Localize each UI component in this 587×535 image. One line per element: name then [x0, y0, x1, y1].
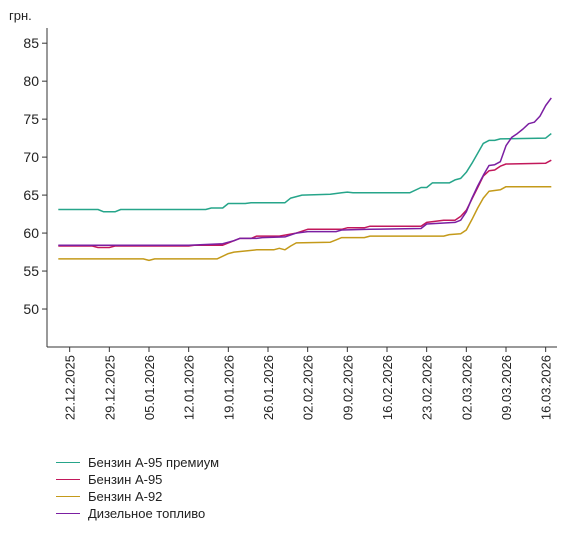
- legend-label: Бензин А-95 премиум: [88, 455, 220, 470]
- series-line-2: [58, 159, 552, 249]
- y-tick-label: 80: [23, 73, 39, 89]
- legend-swatch: [56, 479, 80, 480]
- series-line-4: [58, 97, 552, 246]
- series-line-1: [58, 133, 552, 213]
- legend-label: Бензин А-92: [88, 489, 163, 504]
- series-line-3: [58, 185, 552, 262]
- y-tick-label: 65: [23, 187, 39, 203]
- legend-swatch: [56, 462, 80, 463]
- legend-swatch: [56, 496, 80, 497]
- legend-label: Бензин А-95: [88, 472, 163, 487]
- x-tick-label: 16.02.2026: [380, 355, 395, 420]
- legend-item: Бензин А-95: [56, 471, 219, 488]
- y-axis-label: грн.: [9, 8, 32, 23]
- y-tick-label: 50: [23, 301, 39, 317]
- legend-item: Бензин А-92: [56, 488, 219, 505]
- legend-item: Дизельное топливо: [56, 505, 219, 522]
- x-tick-label: 23.02.2026: [420, 355, 435, 420]
- x-tick-label: 29.12.2025: [102, 355, 117, 420]
- legend-label: Дизельное топливо: [88, 506, 206, 521]
- legend-item: Бензин А-95 премиум: [56, 454, 219, 471]
- x-tick-label: 02.02.2026: [301, 355, 316, 420]
- legend: Бензин А-95 премиум Бензин А-95 Бензин А-9…: [56, 454, 219, 522]
- x-tick-label: 26.01.2026: [261, 355, 276, 420]
- y-tick-label: 60: [23, 225, 39, 241]
- legend-swatch: [56, 513, 80, 514]
- x-tick-label: 12.01.2026: [182, 355, 197, 420]
- x-tick-label: 22.12.2025: [63, 355, 78, 420]
- x-tick-label: 09.02.2026: [340, 355, 355, 420]
- x-tick-label: 16.03.2026: [539, 355, 554, 420]
- y-tick-label: 70: [23, 149, 39, 165]
- x-tick-label: 19.01.2026: [221, 355, 236, 420]
- x-tick-label: 05.01.2026: [142, 355, 157, 420]
- x-tick-label: 09.03.2026: [499, 355, 514, 420]
- y-tick-label: 75: [23, 111, 39, 127]
- y-tick-label: 85: [23, 35, 39, 51]
- x-tick-label: 02.03.2026: [459, 355, 474, 420]
- y-tick-label: 55: [23, 263, 39, 279]
